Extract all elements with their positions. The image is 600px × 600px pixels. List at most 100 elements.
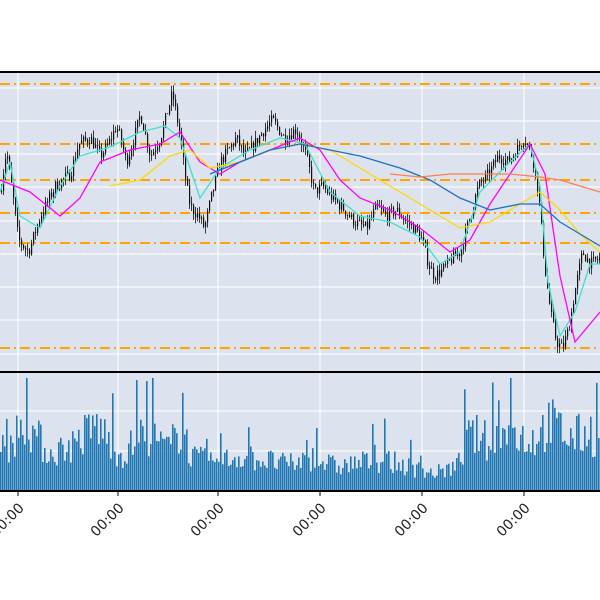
candle-body <box>513 156 515 159</box>
candle-body <box>595 256 597 260</box>
candle-body <box>349 215 351 218</box>
candle-body <box>281 135 283 136</box>
volume-bar <box>12 442 14 491</box>
volume-bar <box>442 468 444 491</box>
candle-body <box>157 147 159 151</box>
candle-body <box>263 133 265 137</box>
volume-bar <box>194 446 196 491</box>
candle-body <box>75 158 77 160</box>
candle-body <box>205 222 207 227</box>
candle <box>479 179 481 190</box>
candle-body <box>275 117 277 122</box>
candle <box>141 115 143 125</box>
candle-body <box>31 242 33 255</box>
volume-bar <box>556 418 558 491</box>
candle-body <box>271 115 273 123</box>
candle-body <box>69 171 71 181</box>
candle-body <box>273 115 275 118</box>
candle-body <box>435 278 437 281</box>
candle <box>289 128 291 148</box>
volume-bar <box>444 477 446 491</box>
candle-body <box>221 156 223 171</box>
candle <box>19 220 21 248</box>
volume-bar <box>320 464 322 491</box>
candle-body <box>321 182 323 185</box>
candle <box>103 150 105 161</box>
candle-body <box>329 191 331 194</box>
volume-bar <box>294 469 296 491</box>
volume-bar <box>464 389 466 491</box>
candle <box>501 154 503 171</box>
candle <box>153 148 155 156</box>
moving-average-lines <box>0 125 600 344</box>
volume-bar <box>468 420 470 491</box>
candle-body <box>497 155 499 163</box>
candle-body <box>15 197 17 213</box>
candle-body <box>573 304 575 312</box>
candle <box>25 245 27 257</box>
volume-bar <box>562 441 564 491</box>
candle-body <box>533 156 535 168</box>
candle-body <box>307 149 309 155</box>
candle <box>147 132 149 153</box>
candle <box>199 206 201 223</box>
volume-bar <box>336 472 338 491</box>
volume-bar <box>382 461 384 491</box>
candle-body <box>161 138 163 145</box>
candle <box>23 243 25 251</box>
volume-bar <box>496 425 498 491</box>
volume-bar <box>10 435 12 491</box>
volume-bar <box>244 459 246 491</box>
volume-bar <box>24 444 26 491</box>
candle-body <box>23 245 25 249</box>
candle-body <box>19 226 21 241</box>
candle-body <box>303 145 305 147</box>
volume-bar <box>542 415 544 491</box>
volume-bar <box>342 467 344 491</box>
candle-body <box>103 152 105 158</box>
volume-bar <box>248 427 250 491</box>
candle <box>143 123 145 132</box>
volume-bar <box>540 427 542 491</box>
volume-bar <box>596 382 598 491</box>
volume-bar <box>432 475 434 491</box>
candle-body <box>149 147 151 155</box>
candle <box>403 214 405 225</box>
candle-body <box>123 142 125 150</box>
candle-body <box>1 190 3 192</box>
candle <box>231 142 233 152</box>
moving-average-line <box>209 143 600 247</box>
candle <box>387 207 389 227</box>
candle <box>581 250 583 271</box>
candle <box>101 143 103 165</box>
candle-body <box>387 213 389 222</box>
candle-body <box>279 126 281 136</box>
volume-bar <box>214 462 216 491</box>
volume-bar <box>576 415 578 491</box>
volume-bar <box>394 451 396 491</box>
volume-bar <box>230 464 232 491</box>
volume-bar <box>448 463 450 491</box>
candle <box>565 329 567 350</box>
candle <box>555 318 557 341</box>
volume-bar <box>224 452 226 491</box>
volume-bar <box>100 418 102 491</box>
volume-bar <box>586 446 588 491</box>
candle-body <box>113 131 115 140</box>
volume-bar <box>484 420 486 491</box>
volume-bar <box>590 416 592 491</box>
volume-bar <box>470 426 472 491</box>
candle-body <box>403 218 405 220</box>
candle-body <box>265 128 267 137</box>
volume-bar <box>406 471 408 491</box>
volume-bar <box>88 414 90 491</box>
candle <box>367 215 369 235</box>
candle <box>63 177 65 187</box>
candle-body <box>73 159 75 177</box>
candle-body <box>11 167 13 183</box>
candle-body <box>163 124 165 139</box>
candle <box>499 149 501 164</box>
volume-bar <box>522 426 524 491</box>
candle <box>287 135 289 146</box>
candle-body <box>415 225 417 233</box>
